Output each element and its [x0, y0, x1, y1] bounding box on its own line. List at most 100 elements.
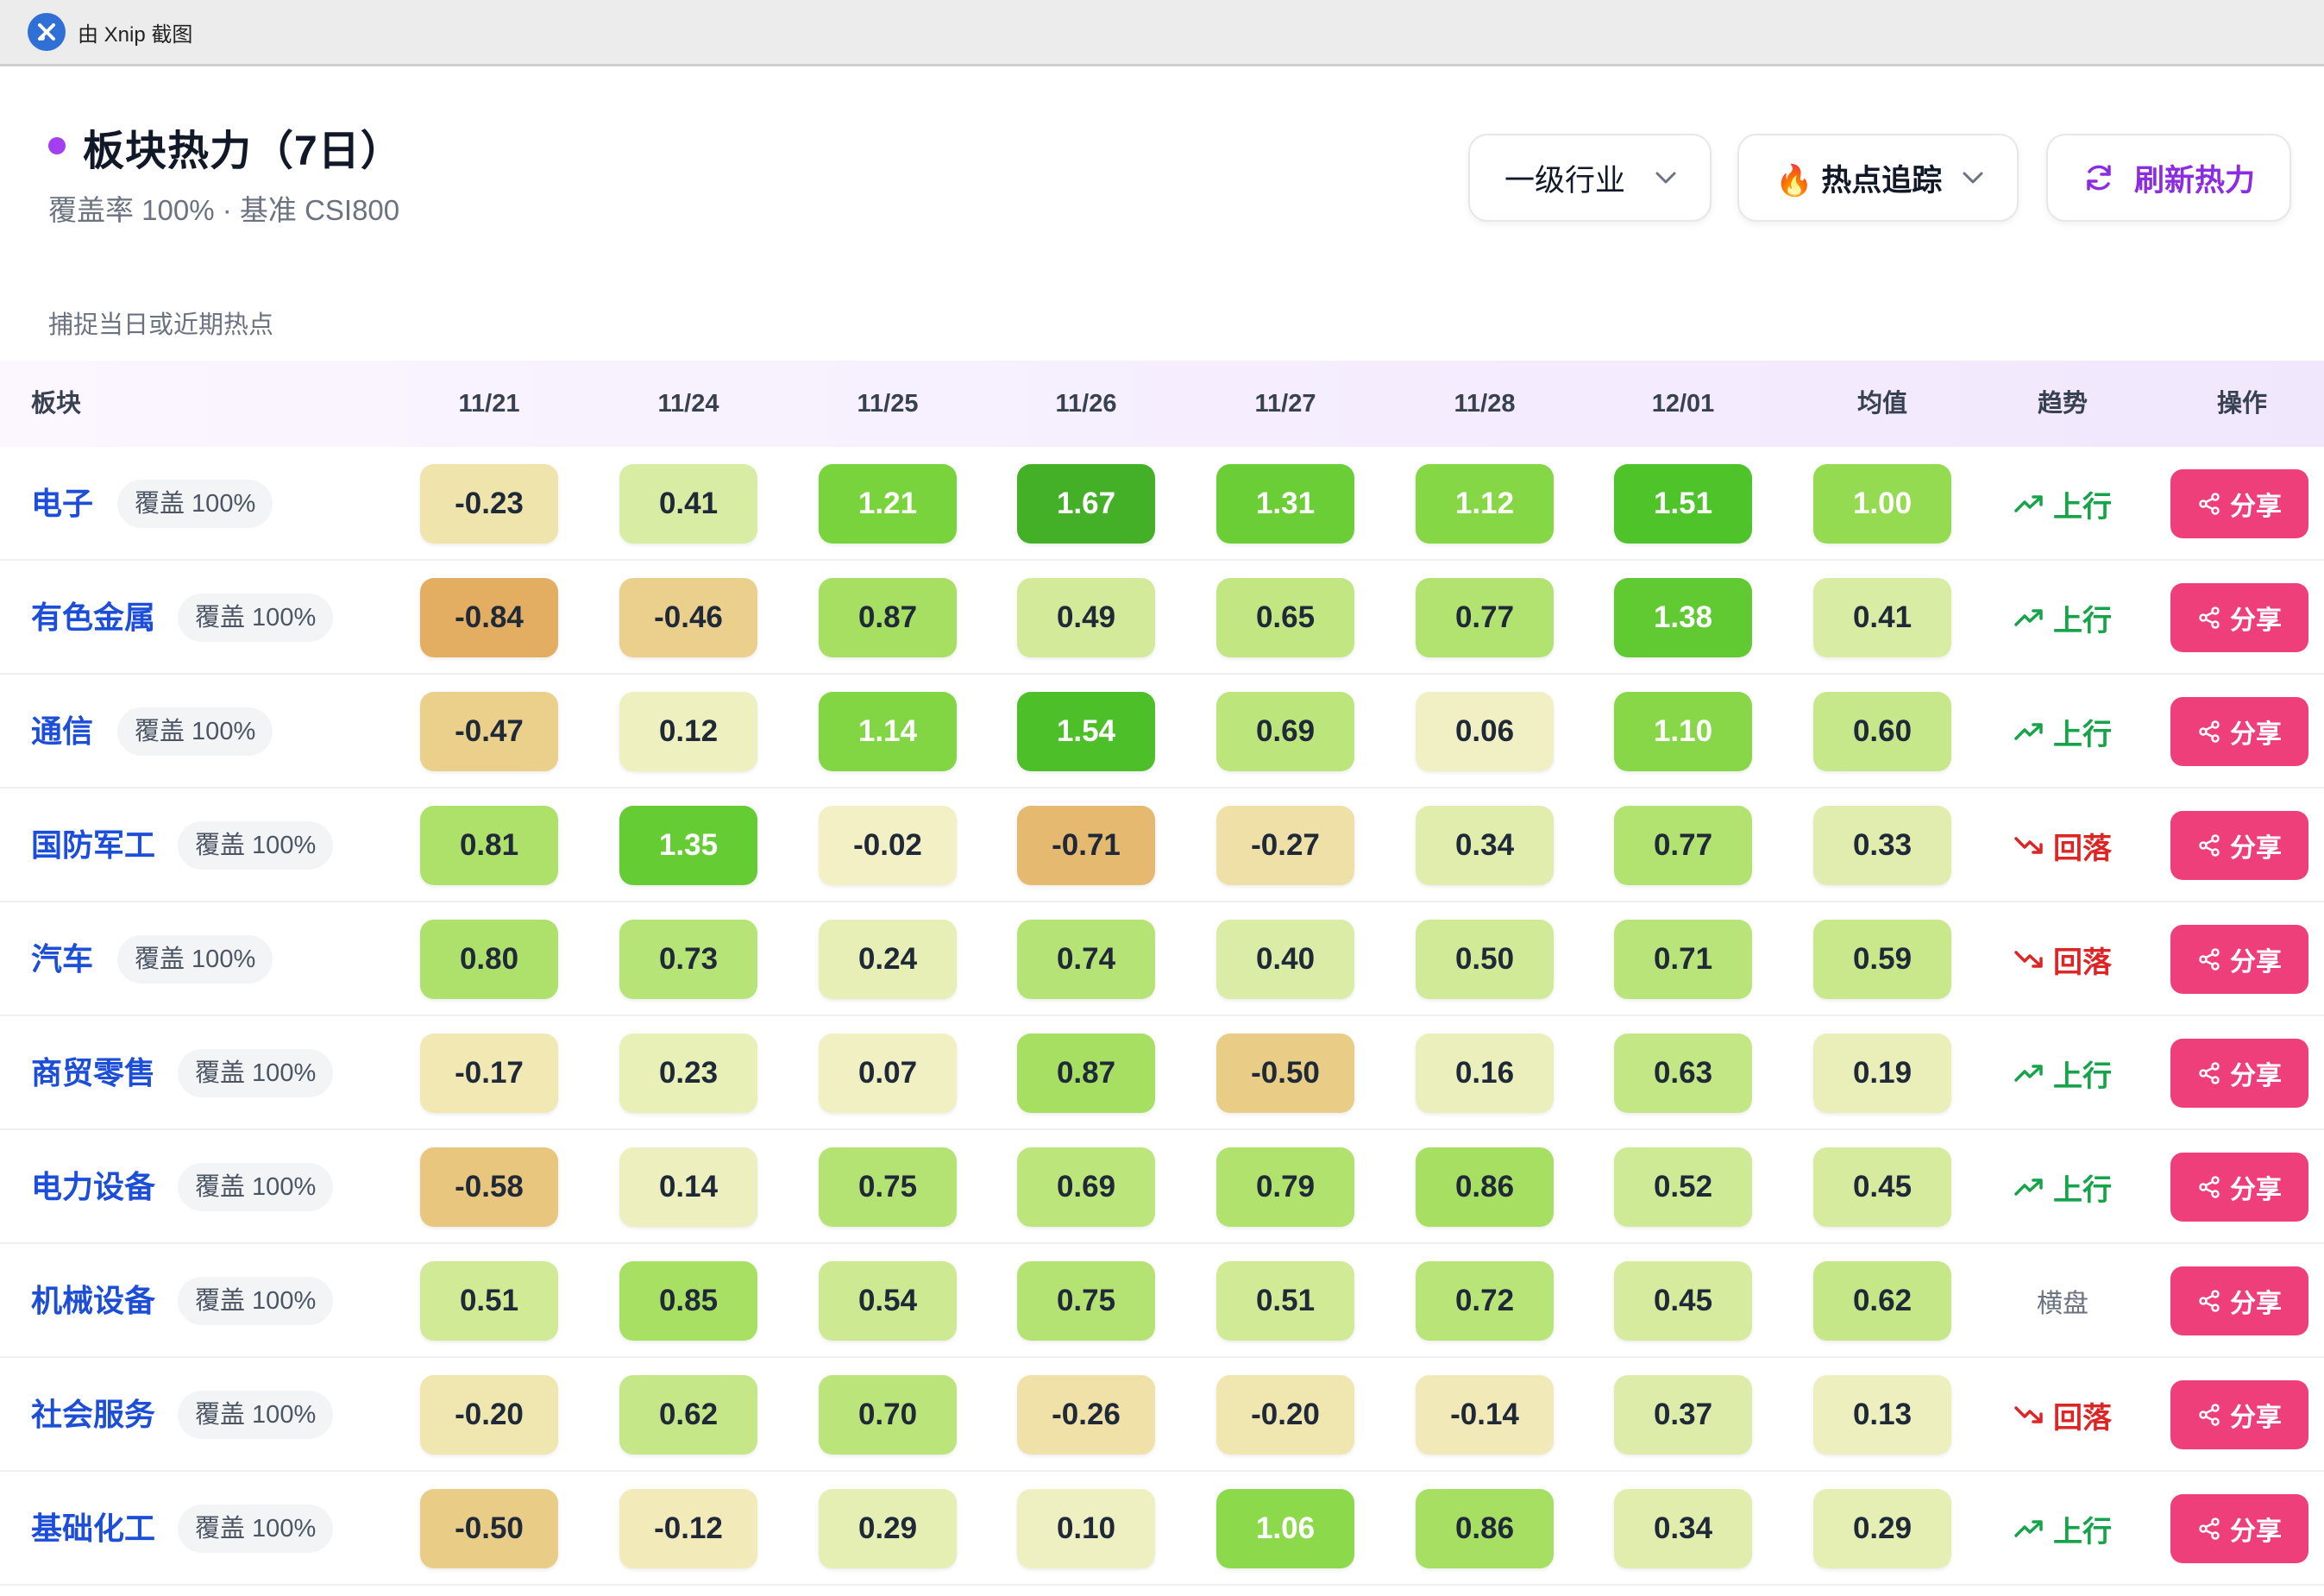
heat-cell: 0.34	[1614, 1489, 1752, 1568]
share-label: 分享	[2230, 1062, 2282, 1090]
heat-cell: 0.87	[819, 578, 957, 657]
heat-cell: 1.31	[1216, 464, 1354, 544]
coverage-badge: 覆盖 100%	[178, 1163, 334, 1211]
window-title: 由 Xnip 截图	[78, 22, 193, 47]
table-row: 机械设备 覆盖 100% 0.51 0.85 0.54 0.75 0.51 0.72 0.45 0…	[0, 1244, 2324, 1358]
average-cell: 0.60	[1813, 692, 1951, 771]
average-cell: 0.29	[1813, 1489, 1951, 1568]
share-button[interactable]: 分享	[2170, 469, 2308, 538]
heat-cell: -0.20	[1216, 1375, 1354, 1455]
heat-cell: 0.23	[619, 1034, 757, 1113]
refresh-label: 刷新热力	[2134, 163, 2256, 198]
heat-cell: -0.46	[619, 578, 757, 657]
sector-name-link[interactable]: 通信	[31, 713, 94, 749]
heat-cell: 0.62	[619, 1375, 757, 1455]
share-icon	[2199, 948, 2220, 971]
sector-name-link[interactable]: 汽车	[31, 941, 94, 977]
share-icon	[2199, 1517, 2220, 1540]
trend-label: 上行	[2053, 1059, 2112, 1093]
table-row: 商贸零售 覆盖 100% -0.17 0.23 0.07 0.87 -0.50 0.16 0.6…	[0, 1016, 2324, 1130]
sector-name-link[interactable]: 国防军工	[31, 827, 156, 863]
average-cell: 0.62	[1813, 1261, 1951, 1341]
col-header-date: 11/26	[1055, 390, 1117, 418]
share-button[interactable]: 分享	[2170, 697, 2308, 766]
trend-label: 上行	[2053, 718, 2112, 751]
share-button[interactable]: 分享	[2170, 925, 2308, 994]
heat-cell: -0.12	[619, 1489, 757, 1568]
share-icon	[2199, 1404, 2220, 1426]
heat-cell: 1.21	[819, 464, 957, 544]
refresh-heat-button[interactable]: 刷新热力	[2046, 134, 2291, 222]
heat-cell: 0.86	[1416, 1489, 1554, 1568]
heat-cell: -0.84	[420, 578, 558, 657]
heat-cell: 1.54	[1017, 692, 1155, 771]
share-button[interactable]: 分享	[2170, 811, 2308, 880]
heat-cell: 0.77	[1614, 806, 1752, 885]
heat-cell: -0.02	[819, 806, 957, 885]
heat-cell: -0.23	[420, 464, 558, 544]
heat-cell: 1.10	[1614, 692, 1752, 771]
share-label: 分享	[2230, 720, 2282, 749]
heat-cell: 0.29	[819, 1489, 957, 1568]
trend-label: 横盘	[2037, 1290, 2088, 1318]
heat-cell: 1.38	[1614, 578, 1752, 657]
share-label: 分享	[2230, 606, 2282, 635]
industry-level-select[interactable]: 一级行业	[1468, 134, 1712, 222]
heat-cell: 1.51	[1614, 464, 1752, 544]
coverage-badge: 覆盖 100%	[178, 1391, 334, 1439]
heat-cell: 0.37	[1614, 1375, 1752, 1455]
heat-cell: -0.20	[420, 1375, 558, 1455]
trend-down-icon	[2014, 951, 2043, 968]
industry-level-value: 一级行业	[1504, 163, 1626, 198]
average-cell: 1.00	[1813, 464, 1951, 544]
col-header-date: 11/27	[1254, 390, 1316, 418]
share-button[interactable]: 分享	[2170, 1380, 2308, 1449]
sector-name-link[interactable]: 电子	[31, 486, 94, 521]
page-hint: 捕捉当日或近期热点	[48, 311, 274, 339]
heat-cell: 1.12	[1416, 464, 1554, 544]
heat-cell: 0.65	[1216, 578, 1354, 657]
trend-up-icon	[2014, 1065, 2043, 1082]
chevron-down-icon	[1655, 172, 1676, 184]
heat-cell: -0.14	[1416, 1375, 1554, 1455]
share-label: 分享	[2230, 493, 2282, 521]
heat-cell: 0.45	[1614, 1261, 1752, 1341]
trend-down-icon	[2014, 837, 2043, 854]
heat-cell: -0.71	[1017, 806, 1155, 885]
heat-cell: 0.49	[1017, 578, 1155, 657]
share-label: 分享	[2230, 948, 2282, 977]
share-button[interactable]: 分享	[2170, 1266, 2308, 1335]
sector-name-link[interactable]: 社会服务	[31, 1397, 156, 1432]
heat-cell: 1.35	[619, 806, 757, 885]
sector-name-link[interactable]: 有色金属	[31, 600, 156, 635]
chevron-down-icon	[1963, 172, 1983, 184]
share-label: 分享	[2230, 1404, 2282, 1432]
heat-cell: 0.51	[420, 1261, 558, 1341]
heat-cell: 1.14	[819, 692, 957, 771]
heat-cell: -0.58	[420, 1147, 558, 1227]
trend-indicator: 横盘	[1989, 1244, 2136, 1358]
share-button[interactable]: 分享	[2170, 1153, 2308, 1222]
sector-name-link[interactable]: 电力设备	[31, 1169, 156, 1204]
share-button[interactable]: 分享	[2170, 1039, 2308, 1108]
heat-cell: 0.24	[819, 920, 957, 999]
trend-label: 上行	[2053, 604, 2112, 638]
sector-name-link[interactable]: 商贸零售	[31, 1055, 156, 1090]
col-header-date: 11/24	[657, 390, 719, 418]
trend-label: 上行	[2053, 490, 2112, 524]
trend-indicator: 上行	[1989, 1016, 2136, 1130]
average-cell: 0.19	[1813, 1034, 1951, 1113]
table-row: 有色金属 覆盖 100% -0.84 -0.46 0.87 0.49 0.65 0.77 1.3…	[0, 561, 2324, 675]
table-row: 电子 覆盖 100% -0.23 0.41 1.21 1.67 1.31 1.12 1.51 1.…	[0, 447, 2324, 561]
share-button[interactable]: 分享	[2170, 1494, 2308, 1563]
trend-indicator: 上行	[1989, 675, 2136, 789]
hotspot-mode-select[interactable]: 🔥 热点追踪	[1737, 134, 2019, 222]
share-button[interactable]: 分享	[2170, 583, 2308, 652]
heat-cell: -0.26	[1017, 1375, 1155, 1455]
sector-name-link[interactable]: 基础化工	[31, 1511, 156, 1546]
sector-name-link[interactable]: 机械设备	[31, 1283, 156, 1318]
trend-indicator: 回落	[1989, 1358, 2136, 1472]
heat-cell: 1.06	[1216, 1489, 1354, 1568]
window-titlebar: 由 Xnip 截图	[0, 0, 2324, 66]
table-row: 社会服务 覆盖 100% -0.20 0.62 0.70 -0.26 -0.20 -0.14 0…	[0, 1358, 2324, 1472]
